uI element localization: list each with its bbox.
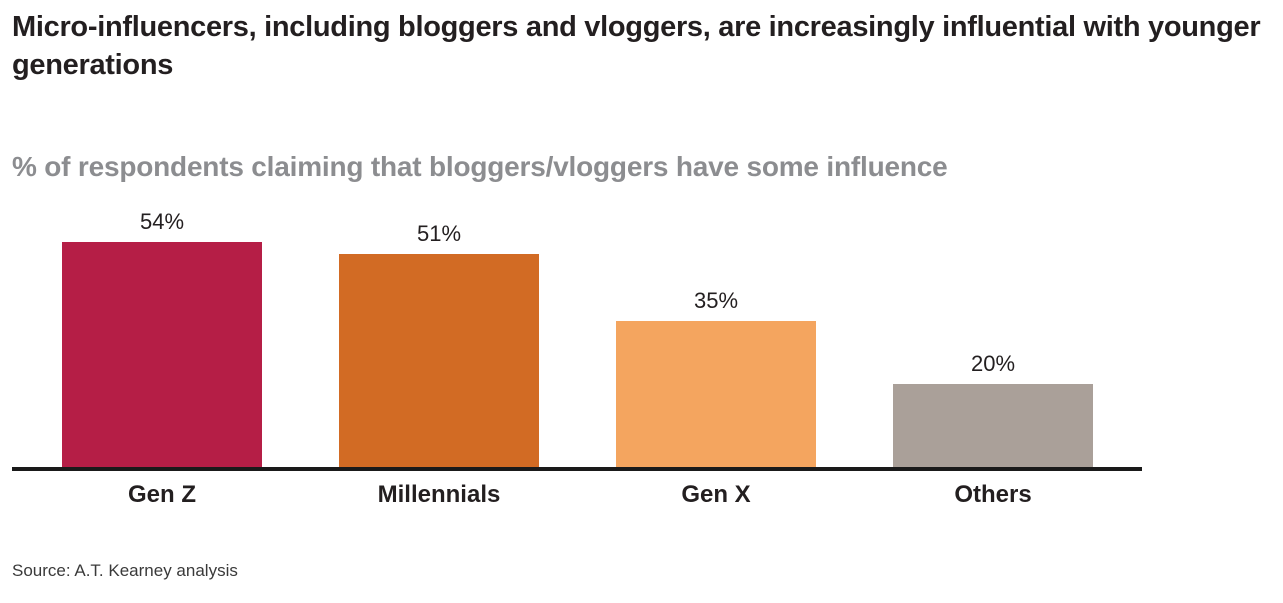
category-label: Millennials — [377, 480, 501, 508]
category-label: Gen Z — [127, 480, 196, 508]
bar-others — [893, 383, 1093, 467]
bar-value-label: 51% — [416, 220, 462, 246]
bar-column: 51% — [339, 221, 539, 467]
labels-row: Gen Z Millennials Gen X Others — [12, 481, 1142, 509]
bar-millennials — [339, 253, 539, 467]
page-title: Micro-influencers, including bloggers an… — [12, 11, 1261, 82]
bar-value-label: 20% — [970, 350, 1016, 376]
bar-column: 54% — [62, 209, 262, 467]
category-label: Others — [954, 480, 1032, 508]
chart-subtitle: % of respondents claiming that bloggers/… — [12, 150, 948, 182]
bars-row: 54% 51% 35% 20% — [12, 207, 1142, 471]
bar-gen-x — [616, 320, 816, 467]
bar-column: 20% — [893, 351, 1093, 467]
bar-value-label: 54% — [139, 208, 185, 234]
category-label: Gen X — [681, 480, 751, 508]
source-note: Source: A.T. Kearney analysis — [12, 560, 238, 580]
bar-column: 35% — [616, 288, 816, 467]
bar-value-label: 35% — [693, 287, 739, 313]
bar-chart: 54% 51% 35% 20% Gen Z Millennials Gen X Others — [12, 207, 1269, 509]
bar-gen-z — [62, 241, 262, 467]
